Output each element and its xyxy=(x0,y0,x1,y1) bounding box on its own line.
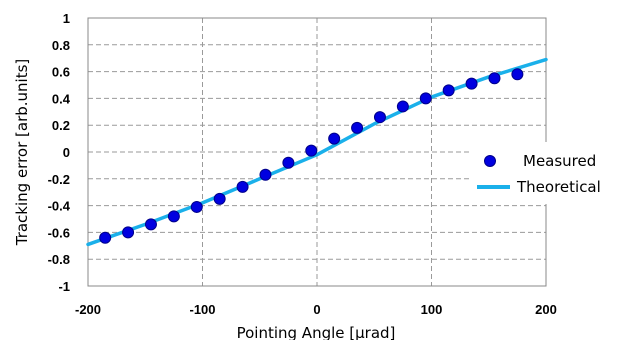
x-tick-label: 200 xyxy=(535,302,557,317)
legend-measured-marker xyxy=(484,155,496,167)
y-tick-label: -1 xyxy=(58,279,70,294)
y-axis-title: Tracking error [arb.units] xyxy=(13,59,31,247)
x-tick-label: 100 xyxy=(421,302,443,317)
measured-point xyxy=(236,180,249,193)
y-tick-labels: 1 0.8 0.6 0.4 0.2 0 -0.2 -0.4 -0.6 -0.8 -1 xyxy=(48,11,71,294)
measured-point xyxy=(190,200,203,213)
y-tick-label: -0.8 xyxy=(48,252,70,267)
measured-point xyxy=(419,92,432,105)
measured-point xyxy=(282,156,295,169)
legend-measured-label: Measured xyxy=(523,152,596,170)
measured-point xyxy=(351,121,364,134)
x-axis-title: Pointing Angle [μrad] xyxy=(237,324,396,340)
measured-point xyxy=(442,84,455,97)
measured-point xyxy=(396,100,409,113)
measured-point xyxy=(259,168,272,181)
measured-point xyxy=(144,218,157,231)
x-tick-label: -200 xyxy=(75,302,101,317)
x-tick-label: 0 xyxy=(313,302,320,317)
y-tick-label: 1 xyxy=(63,11,70,26)
x-tick-labels: -200 -100 0 100 200 xyxy=(75,302,557,317)
measured-point xyxy=(465,77,478,90)
measured-point xyxy=(328,132,341,145)
y-tick-label: 0.6 xyxy=(52,65,70,80)
y-tick-label: -0.6 xyxy=(48,225,70,240)
y-tick-label: -0.2 xyxy=(48,172,70,187)
measured-point xyxy=(373,111,386,124)
measured-point xyxy=(488,72,501,85)
measured-point xyxy=(167,210,180,223)
legend-background xyxy=(470,142,626,204)
measured-point xyxy=(511,68,524,81)
y-tick-label: 0 xyxy=(63,145,70,160)
y-tick-label: 0.8 xyxy=(52,38,70,53)
measured-point xyxy=(99,231,112,244)
legend: Measured Theoretical xyxy=(470,142,626,204)
measured-point xyxy=(305,144,318,157)
y-tick-label: 0.4 xyxy=(52,91,71,106)
y-tick-label: 0.2 xyxy=(52,118,70,133)
x-tick-label: -100 xyxy=(189,302,215,317)
legend-theoretical-label: Theoretical xyxy=(516,178,601,196)
measured-series xyxy=(99,68,524,244)
measured-point xyxy=(122,226,135,239)
measured-point xyxy=(213,192,226,205)
y-tick-label: -0.4 xyxy=(48,199,71,214)
